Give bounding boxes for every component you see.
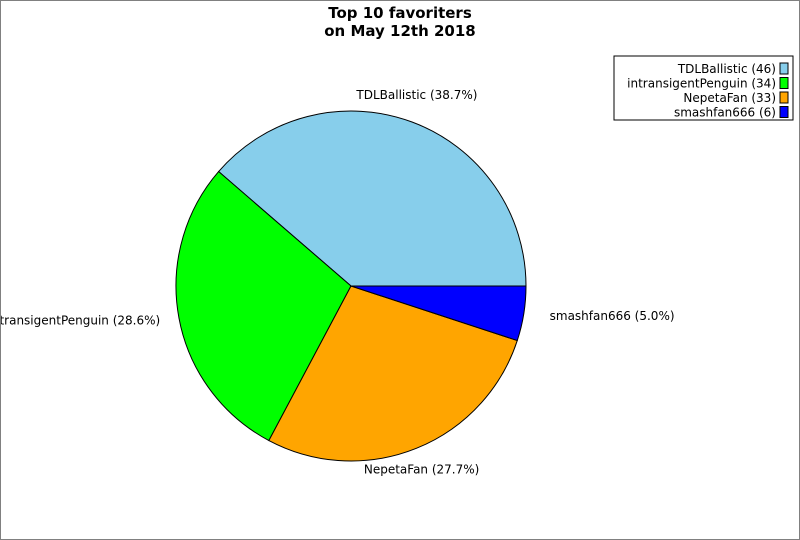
- legend-swatch-TDLBallistic: [779, 62, 789, 75]
- pie-slices: [175, 110, 527, 462]
- legend-swatch-smashfan666: [779, 106, 789, 118]
- legend-items: TDLBallistic (46)intransigentPenguin (34…: [627, 62, 789, 120]
- pie-slice-labels: TDLBallistic (38.7%) intransigentPenguin …: [1, 88, 675, 476]
- legend-label-NepetaFan: NepetaFan (33): [683, 91, 776, 105]
- pie-slice-label-smashfan666: smashfan666 (5.0%): [550, 309, 675, 323]
- pie-slice-smashfan666: [350, 285, 527, 342]
- legend-label-intransigentPenguin: intransigentPenguin (34): [627, 77, 776, 91]
- pie-slice-label-TDLBallistic: TDLBallistic (38.7%): [355, 88, 477, 102]
- pie-slice-NepetaFan: [268, 285, 518, 462]
- legend-box: [613, 55, 794, 121]
- legend: TDLBallistic (46)intransigentPenguin (34…: [613, 55, 794, 121]
- pie-slice-label-intransigentPenguin: intransigentPenguin (28.6%): [1, 314, 160, 328]
- pie-slice-label-NepetaFan: NepetaFan (27.7%): [364, 462, 479, 476]
- chart-subtitle: on May 12th 2018: [324, 22, 476, 40]
- pie-slice-TDLBallistic: [217, 110, 527, 287]
- chart-title: Top 10 favoriters: [328, 4, 472, 22]
- pie-slice-intransigentPenguin: [175, 170, 352, 442]
- legend-swatch-NepetaFan: [779, 91, 789, 104]
- legend-swatch-intransigentPenguin: [779, 77, 789, 89]
- legend-label-TDLBallistic: TDLBallistic (46): [677, 62, 776, 76]
- legend-label-smashfan666: smashfan666 (6): [674, 106, 776, 120]
